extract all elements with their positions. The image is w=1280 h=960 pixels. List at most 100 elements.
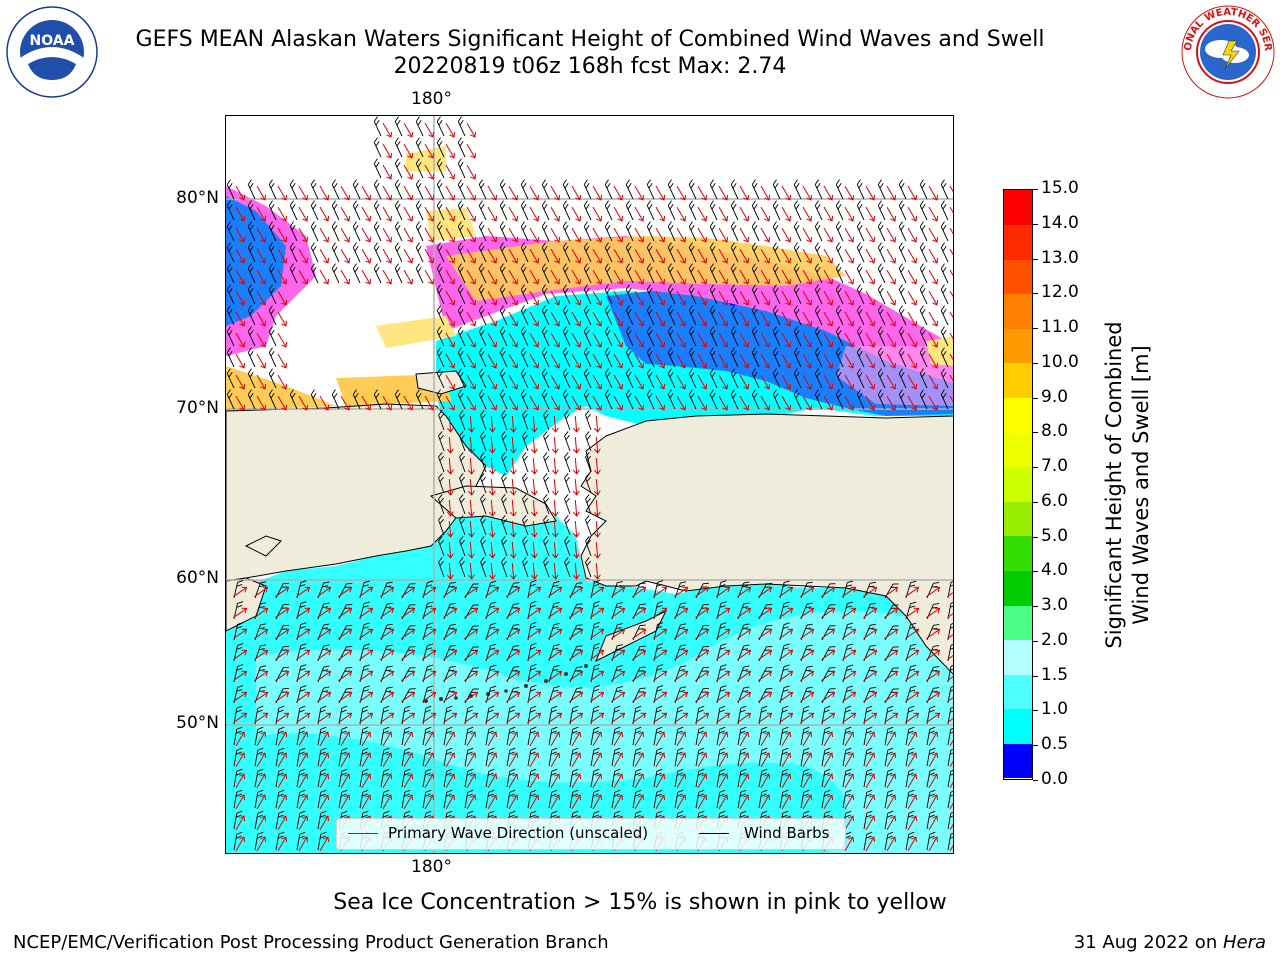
wind-barb (254, 768, 264, 788)
wind-barb (233, 747, 243, 767)
wind-barb (275, 831, 285, 851)
wind-barb (772, 284, 781, 305)
wave-direction-arrow (697, 290, 708, 306)
wind-barb (583, 389, 592, 410)
wind-barb (317, 810, 327, 830)
wind-barb (667, 242, 676, 263)
wind-barb (877, 284, 886, 305)
wave-direction-arrow (613, 290, 624, 306)
colorbar-segment (1004, 224, 1032, 260)
wave-direction-arrow (235, 290, 246, 306)
wind-barb (919, 368, 928, 389)
wind-barb (646, 389, 655, 410)
wind-barb (415, 263, 424, 284)
wind-barb (632, 789, 642, 809)
wave-direction-arrow (466, 206, 477, 222)
wave-direction-arrow (235, 185, 246, 201)
wind-barb (604, 200, 613, 221)
wave-direction-arrow (382, 122, 393, 138)
wind-barb (646, 221, 655, 242)
wave-direction-arrow (508, 227, 519, 243)
wind-barb (695, 789, 705, 809)
wind-barb (543, 557, 550, 578)
wind-barb (506, 789, 516, 809)
wind-barb (457, 200, 466, 221)
colorbar-segment (1004, 328, 1032, 364)
wind-barb (842, 789, 852, 809)
wind-barb (443, 789, 453, 809)
wind-barb (275, 726, 285, 746)
colorbar-tick-mark (1033, 501, 1038, 503)
wind-barb (247, 389, 256, 410)
colorbar-tick-label: 10.0 (1041, 351, 1079, 372)
wave-direction-arrow (760, 311, 771, 327)
wave-direction-arrow (529, 227, 540, 243)
wind-barb (758, 789, 768, 809)
wave-direction-arrow (466, 122, 477, 138)
colorbar-tick-label: 14.0 (1041, 212, 1079, 233)
wind-barb (499, 200, 508, 221)
wind-barb (457, 116, 466, 137)
sea-ice-yellow-4 (376, 316, 456, 348)
wave-direction-arrow (697, 311, 708, 327)
wind-barb (625, 284, 634, 305)
wind-barb (226, 347, 235, 368)
wind-barb (646, 284, 655, 305)
wave-direction-arrow (277, 353, 288, 369)
wind-barb (436, 389, 445, 410)
colorbar-label-line1: Significant Height of Combined (1102, 321, 1126, 649)
map-canvas (226, 116, 953, 853)
colorbar-segment (1004, 293, 1032, 329)
wind-barb (842, 768, 852, 788)
wave-direction-arrow (298, 206, 309, 222)
wind-barb (443, 726, 453, 746)
wave-direction-arrow (928, 185, 939, 201)
wind-barb (480, 452, 487, 473)
wave-direction-arrow (508, 248, 519, 264)
wind-barb (751, 326, 760, 347)
colorbar-tick-label: 9.0 (1041, 386, 1069, 407)
wind-barb (247, 326, 256, 347)
wind-barb (716, 768, 726, 788)
wave-direction-arrow (697, 206, 708, 222)
wind-barb (562, 242, 571, 263)
wave-direction-arrow (361, 269, 372, 285)
wind-barb (947, 789, 953, 809)
wave-direction-arrow (739, 206, 750, 222)
wind-barb (485, 789, 495, 809)
wind-barb (541, 347, 550, 368)
wave-direction-arrow (340, 248, 351, 264)
wind-barb (653, 789, 663, 809)
wave-direction-arrow (487, 311, 498, 327)
wave-direction-arrow (550, 206, 561, 222)
wind-barb (247, 347, 256, 368)
wind-barb (821, 768, 831, 788)
wind-barb (543, 410, 550, 431)
wind-barb (247, 242, 256, 263)
wind-barb (604, 179, 613, 200)
wind-barb (438, 431, 445, 452)
wind-barb (499, 368, 508, 389)
wave-direction-arrow (466, 269, 477, 285)
wind-barb (527, 789, 537, 809)
wind-barb (814, 368, 823, 389)
wave-direction-arrow (277, 290, 288, 306)
colorbar-segment (1004, 362, 1032, 399)
wind-barb (275, 768, 285, 788)
wind-barb (317, 726, 327, 746)
wind-barb (520, 368, 529, 389)
wind-barb (436, 284, 445, 305)
wind-barb (877, 179, 886, 200)
lon-label-bottom: 180° (411, 857, 452, 877)
wind-barb (800, 726, 810, 746)
wind-barb (632, 747, 642, 767)
wind-barb (415, 116, 424, 137)
colorbar-segment (1004, 397, 1032, 433)
wave-direction-arrow (676, 248, 687, 264)
wind-barb (499, 326, 508, 347)
wave-direction-arrow (403, 206, 414, 222)
wind-barb (898, 242, 907, 263)
wind-barb (856, 242, 865, 263)
wind-barb (884, 831, 894, 851)
wind-barb (898, 200, 907, 221)
